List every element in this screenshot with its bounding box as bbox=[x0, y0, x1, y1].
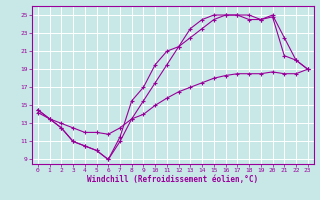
X-axis label: Windchill (Refroidissement éolien,°C): Windchill (Refroidissement éolien,°C) bbox=[87, 175, 258, 184]
